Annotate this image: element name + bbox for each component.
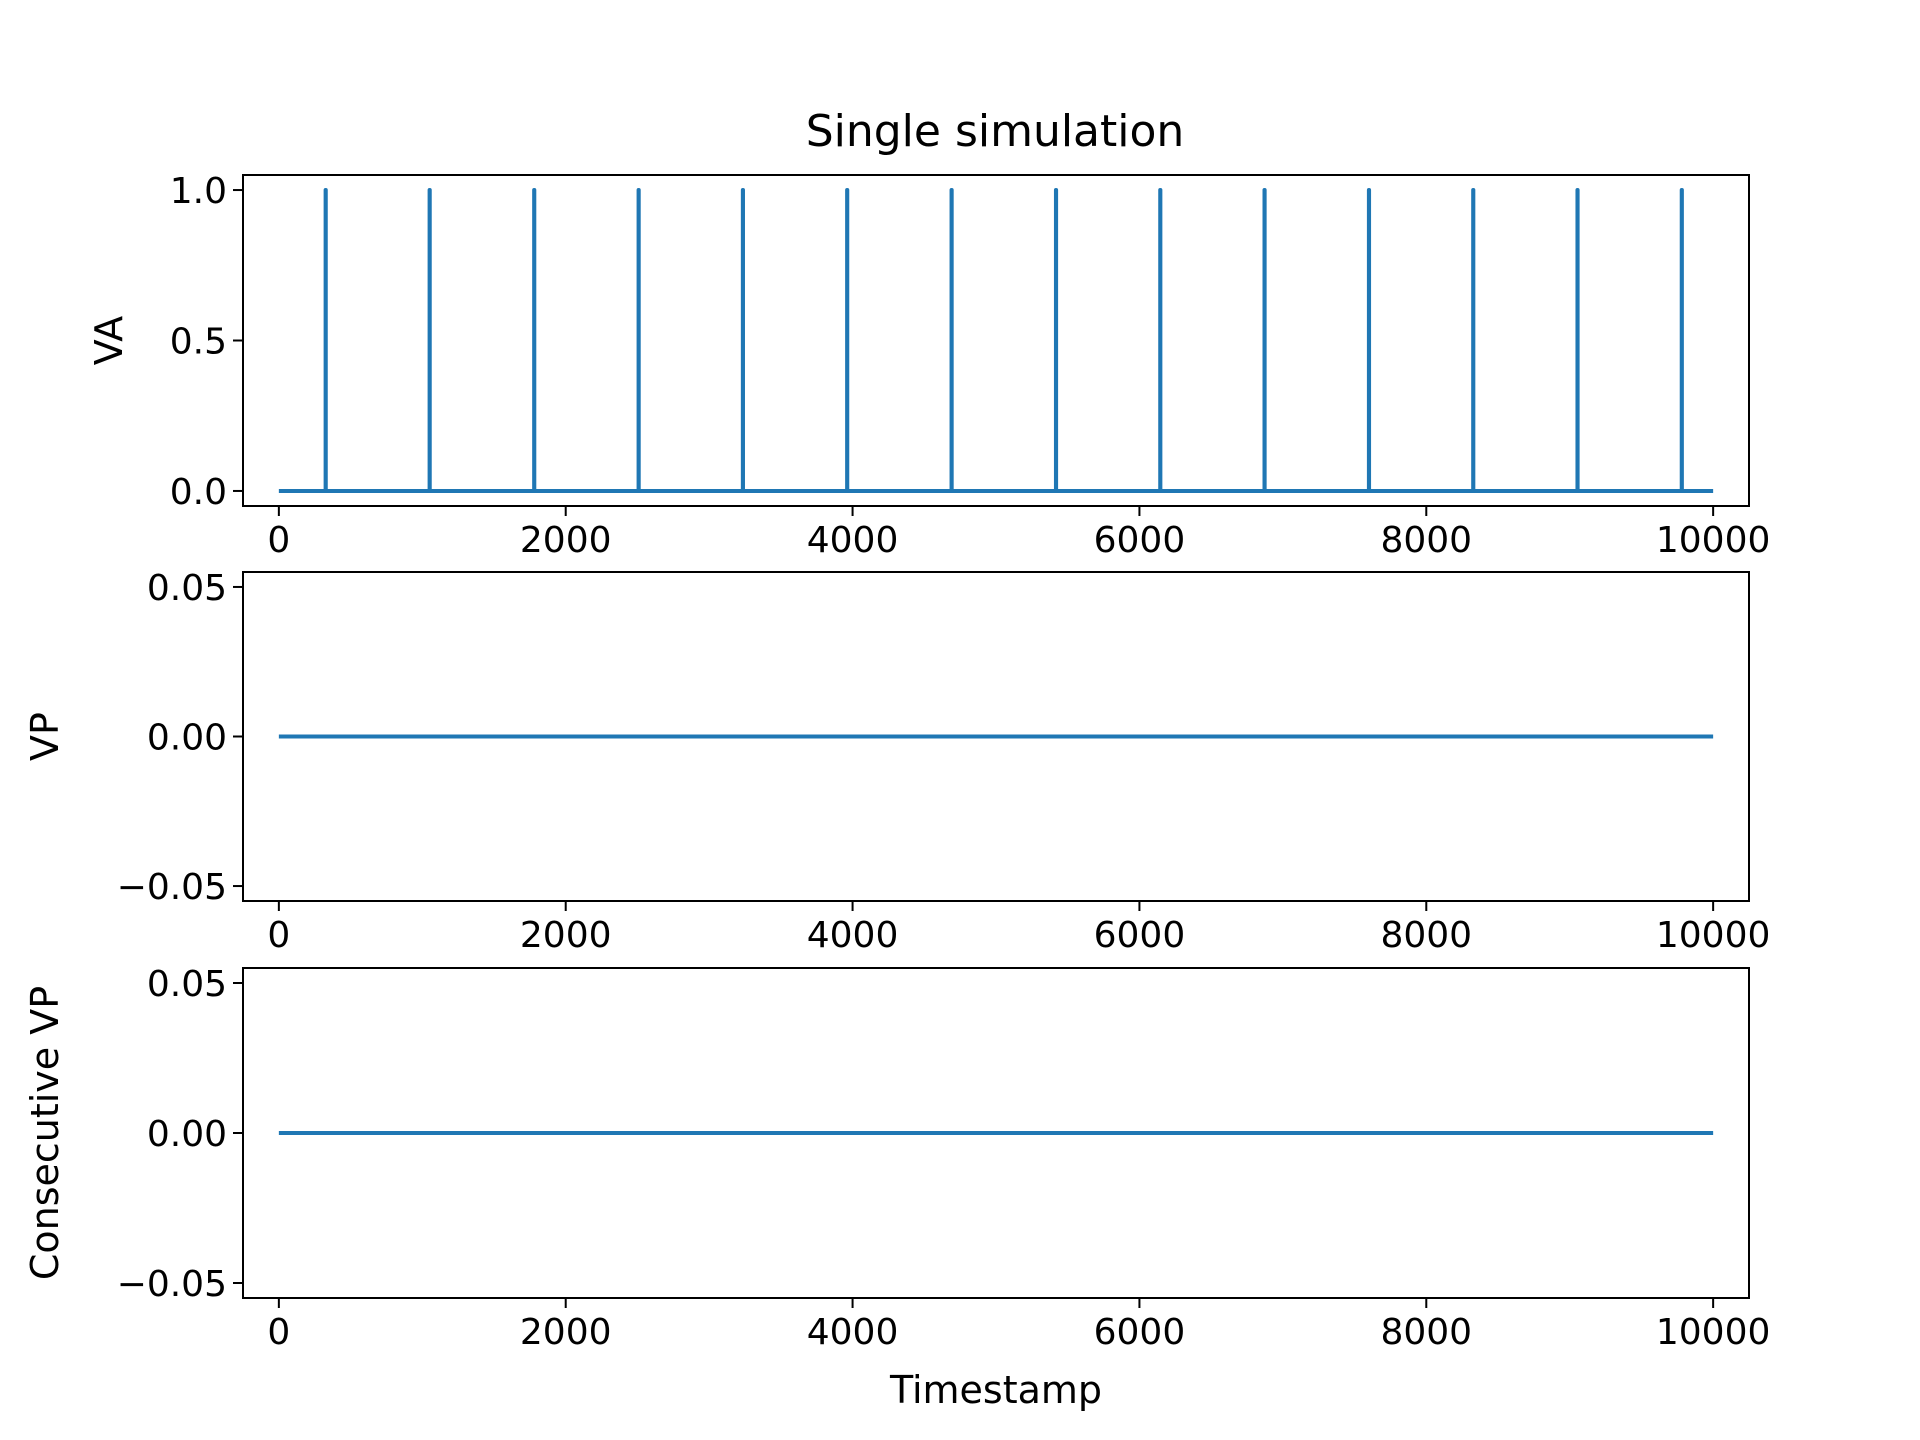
x-tick-label-vp: 10000 bbox=[1656, 915, 1771, 956]
axes-consecutive-vp: 0 2000 4000 6000 8000 10000 −0.05 0.00 0.05 Conse… bbox=[23, 964, 1770, 1412]
y-axis-label-consecutive-vp: Consecutive VP bbox=[23, 986, 67, 1280]
y-tick-label-consecutive-vp: −0.05 bbox=[117, 1264, 227, 1305]
axes-va: 0 2000 4000 6000 8000 10000 0.0 0.5 1.0 VA bbox=[87, 171, 1770, 561]
y-axis-label-va: VA bbox=[87, 316, 131, 366]
x-tick-label-vp: 0 bbox=[267, 915, 290, 956]
y-axis-label-vp: VP bbox=[23, 712, 67, 761]
figure-title: Single simulation bbox=[806, 106, 1185, 157]
x-tick-label-va: 2000 bbox=[520, 520, 612, 561]
x-tick-label-consecutive-vp: 6000 bbox=[1094, 1312, 1186, 1353]
x-tick-label-vp: 8000 bbox=[1380, 915, 1472, 956]
y-tick-label-vp: −0.05 bbox=[117, 867, 227, 908]
x-tick-label-va: 0 bbox=[267, 520, 290, 561]
y-tick-label-consecutive-vp: 0.00 bbox=[147, 1114, 227, 1155]
y-tick-label-consecutive-vp: 0.05 bbox=[147, 964, 227, 1005]
y-tick-label-vp: 0.00 bbox=[147, 718, 227, 759]
x-tick-label-consecutive-vp: 10000 bbox=[1656, 1312, 1771, 1353]
x-tick-label-consecutive-vp: 4000 bbox=[807, 1312, 899, 1353]
x-tick-label-consecutive-vp: 2000 bbox=[520, 1312, 612, 1353]
x-tick-label-va: 8000 bbox=[1380, 520, 1472, 561]
x-axis-label-consecutive-vp: Timestamp bbox=[889, 1368, 1102, 1412]
x-tick-label-va: 10000 bbox=[1656, 520, 1771, 561]
x-tick-label-va: 4000 bbox=[807, 520, 899, 561]
x-tick-label-vp: 6000 bbox=[1094, 915, 1186, 956]
x-tick-label-vp: 2000 bbox=[520, 915, 612, 956]
y-tick-label-vp: 0.05 bbox=[147, 568, 227, 609]
x-tick-label-consecutive-vp: 8000 bbox=[1380, 1312, 1472, 1353]
axes-vp: 0 2000 4000 6000 8000 10000 −0.05 0.00 0.05 VP bbox=[23, 568, 1770, 956]
x-tick-label-vp: 4000 bbox=[807, 915, 899, 956]
x-tick-label-va: 6000 bbox=[1094, 520, 1186, 561]
y-tick-label-va: 0.0 bbox=[170, 472, 227, 513]
y-tick-label-va: 1.0 bbox=[170, 171, 227, 212]
y-tick-label-va: 0.5 bbox=[170, 322, 227, 363]
x-tick-label-consecutive-vp: 0 bbox=[267, 1312, 290, 1353]
series-line-va bbox=[278, 188, 1714, 493]
